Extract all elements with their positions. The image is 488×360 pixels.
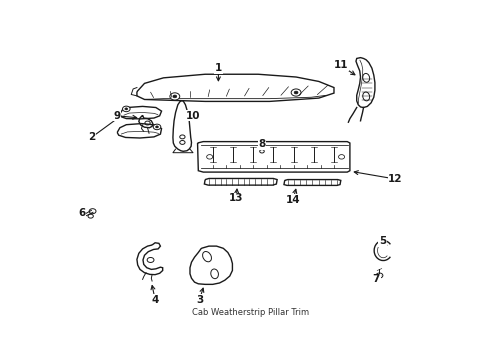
Circle shape (88, 214, 93, 218)
Text: 1: 1 (214, 63, 222, 73)
Text: Cab Weatherstrip Pillar Trim: Cab Weatherstrip Pillar Trim (192, 308, 308, 317)
Circle shape (294, 91, 297, 94)
Circle shape (377, 274, 380, 276)
Text: 9: 9 (113, 111, 121, 121)
Circle shape (169, 93, 180, 100)
Text: 4: 4 (151, 294, 159, 305)
Circle shape (155, 126, 158, 128)
Text: 7: 7 (372, 274, 379, 284)
Text: 5: 5 (378, 237, 386, 246)
Circle shape (153, 124, 161, 130)
Text: 11: 11 (333, 60, 347, 70)
Circle shape (206, 155, 212, 159)
Circle shape (290, 89, 301, 96)
Circle shape (124, 108, 127, 110)
Text: 6: 6 (78, 208, 85, 218)
Text: 10: 10 (185, 111, 200, 121)
Circle shape (338, 155, 344, 159)
Circle shape (259, 150, 264, 153)
Circle shape (173, 95, 176, 98)
Text: 12: 12 (387, 174, 402, 184)
Text: 2: 2 (88, 132, 95, 143)
Text: 14: 14 (285, 195, 300, 205)
Circle shape (259, 145, 264, 149)
Text: 3: 3 (195, 294, 203, 305)
Text: 8: 8 (258, 139, 265, 149)
Text: 13: 13 (228, 193, 243, 203)
Circle shape (122, 106, 130, 112)
Circle shape (89, 209, 96, 214)
Circle shape (375, 273, 382, 278)
